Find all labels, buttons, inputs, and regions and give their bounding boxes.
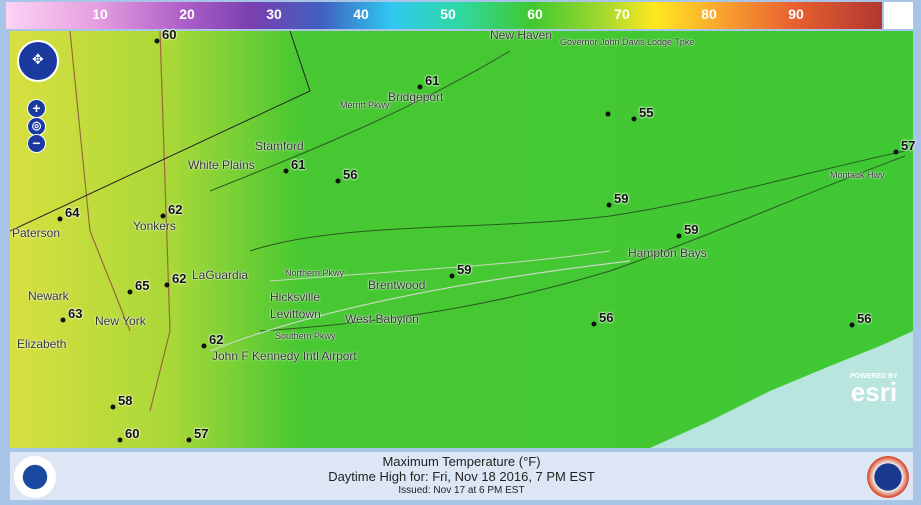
station-dot[interactable] xyxy=(605,111,611,117)
station-dot[interactable] xyxy=(201,343,207,349)
footer-title: Maximum Temperature (°F) xyxy=(382,454,541,469)
temperature-label: 56 xyxy=(343,167,358,182)
legend-end xyxy=(884,2,913,29)
place-label: New Haven xyxy=(490,28,553,42)
pan-control[interactable]: ✥ xyxy=(17,40,59,82)
place-label: Hampton Bays xyxy=(628,246,707,260)
temperature-legend xyxy=(6,2,882,29)
station-dot[interactable] xyxy=(154,38,160,44)
esri-logo: esri xyxy=(850,377,898,407)
place-label: John F Kennedy Intl Airport xyxy=(212,349,357,363)
legend-tick: 70 xyxy=(614,6,630,22)
legend-tick: 10 xyxy=(92,6,108,22)
temperature-label: 56 xyxy=(599,310,614,325)
place-label: Northern Pkwy xyxy=(285,268,345,278)
legend-tick: 30 xyxy=(266,6,282,22)
water-area xyxy=(650,331,913,448)
temperature-label: 59 xyxy=(684,222,699,237)
legend-tick: 90 xyxy=(788,6,804,22)
temperature-label: 60 xyxy=(125,426,140,441)
legend-tick: 50 xyxy=(440,6,456,22)
esri-attribution[interactable]: POWERED BY esri xyxy=(850,373,898,407)
pan-arrows-icon: ✥ xyxy=(32,51,44,67)
map[interactable] xyxy=(10,31,913,448)
station-dot[interactable] xyxy=(60,317,66,323)
temperature-label: 61 xyxy=(425,73,440,88)
place-label: Governor John Davis Lodge Tpke xyxy=(560,37,695,47)
station-dot[interactable] xyxy=(591,321,597,327)
temperature-label: 62 xyxy=(172,271,187,286)
place-label: Merritt Pkwy xyxy=(340,100,390,110)
station-dot[interactable] xyxy=(335,178,341,184)
temperature-label: 57 xyxy=(194,426,209,441)
place-label: Paterson xyxy=(12,226,61,240)
station-dot[interactable] xyxy=(186,437,192,443)
station-dot[interactable] xyxy=(110,404,116,410)
zoom-out-button[interactable]: − xyxy=(27,134,46,153)
place-label: Bridgeport xyxy=(388,90,444,104)
legend-tick: 40 xyxy=(353,6,369,22)
station-dot[interactable] xyxy=(57,216,63,222)
place-label: Stamford xyxy=(255,139,304,153)
temperature-label: 56 xyxy=(857,311,872,326)
place-label: Levittown xyxy=(270,307,321,321)
station-dot[interactable] xyxy=(160,213,166,219)
place-label: Montauk Hwy xyxy=(830,170,885,180)
temperature-label: 64 xyxy=(65,205,80,220)
station-dot[interactable] xyxy=(283,168,289,174)
map-shading xyxy=(10,31,913,448)
footer-issued: Issued: Nov 17 at 6 PM EST xyxy=(398,485,525,496)
footer-subtitle: Daytime High for: Fri, Nov 18 2016, 7 PM… xyxy=(328,469,595,484)
temperature-label: 55 xyxy=(639,105,654,120)
station-dot[interactable] xyxy=(893,149,899,155)
temperature-label: 59 xyxy=(614,191,629,206)
station-dot[interactable] xyxy=(127,289,133,295)
station-dot[interactable] xyxy=(449,273,455,279)
place-label: LaGuardia xyxy=(192,268,249,282)
place-label: Yonkers xyxy=(133,219,176,233)
temperature-label: 62 xyxy=(209,332,224,347)
nws-logo[interactable] xyxy=(867,456,909,498)
place-label: West Babylon xyxy=(345,312,419,326)
temperature-label: 61 xyxy=(291,157,306,172)
place-label: Elizabeth xyxy=(17,337,67,351)
temperature-label: 59 xyxy=(457,262,472,277)
temperature-label: 62 xyxy=(168,202,183,217)
station-dot[interactable] xyxy=(849,322,855,328)
station-dot[interactable] xyxy=(631,116,637,122)
footer: Maximum Temperature (°F) Daytime High fo… xyxy=(10,452,913,500)
temperature-label: 60 xyxy=(162,27,177,42)
station-dot[interactable] xyxy=(117,437,123,443)
noaa-logo[interactable] xyxy=(14,456,56,498)
place-label: Hicksville xyxy=(270,290,321,304)
legend-tick: 80 xyxy=(701,6,717,22)
zoom-in-button[interactable]: + xyxy=(27,99,46,118)
place-label: Southern Pkwy xyxy=(275,331,336,341)
place-label: White Plains xyxy=(188,158,255,172)
place-label: Newark xyxy=(28,289,69,303)
temperature-label: 57 xyxy=(901,138,916,153)
station-dot[interactable] xyxy=(676,233,682,239)
place-label: Brentwood xyxy=(368,278,426,292)
station-dot[interactable] xyxy=(417,84,423,90)
station-dot[interactable] xyxy=(606,202,612,208)
powered-by-text: POWERED BY xyxy=(850,373,898,380)
legend-tick: 20 xyxy=(179,6,195,22)
temperature-label: 65 xyxy=(135,278,150,293)
station-dot[interactable] xyxy=(164,282,170,288)
place-label: New York xyxy=(95,314,146,328)
temperature-label: 58 xyxy=(118,393,133,408)
legend-tick: 60 xyxy=(527,6,543,22)
temperature-label: 63 xyxy=(68,306,83,321)
